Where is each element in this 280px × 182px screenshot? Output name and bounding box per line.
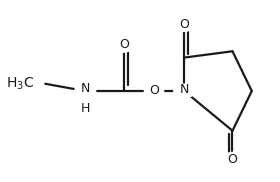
Text: O: O [119,38,129,52]
Text: H$_3$C: H$_3$C [6,76,34,92]
Ellipse shape [114,38,133,52]
Text: O: O [228,153,237,166]
Ellipse shape [174,84,195,98]
Text: O: O [179,18,189,31]
Ellipse shape [175,17,194,31]
Ellipse shape [144,84,164,98]
Ellipse shape [75,84,96,98]
Text: N: N [180,83,189,96]
Text: N: N [80,82,90,95]
Ellipse shape [223,152,242,167]
Ellipse shape [0,74,41,94]
Text: H: H [80,102,90,115]
Text: O: O [149,84,159,98]
